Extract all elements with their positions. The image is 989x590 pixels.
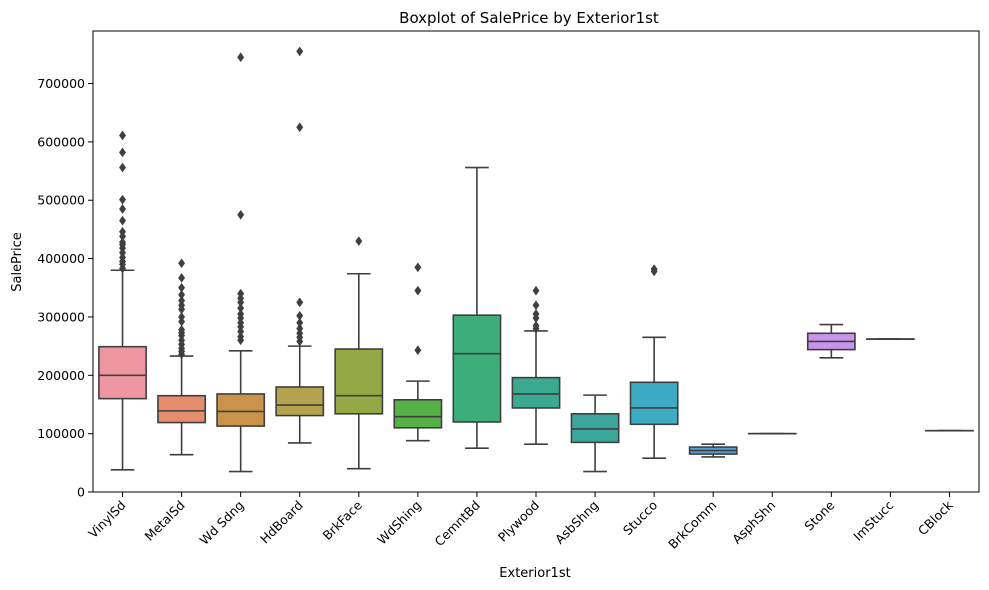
box-group-brkface — [334, 236, 384, 470]
outlier-point — [532, 285, 540, 296]
outlier-point — [532, 300, 540, 311]
y-tick-label: 100000 — [37, 426, 85, 441]
x-tick-label: Stone — [801, 497, 837, 533]
outlier-point — [178, 289, 186, 300]
x-tick-label: ImStucc — [850, 497, 896, 543]
y-tick-label: 500000 — [37, 193, 85, 208]
outlier-point — [532, 309, 540, 319]
outlier-point — [296, 46, 304, 57]
y-tick-label: 600000 — [37, 134, 85, 149]
box-group-wdshing — [393, 262, 443, 442]
outlier-point — [119, 194, 127, 205]
box-iqr — [570, 413, 620, 444]
outlier-point — [178, 258, 186, 269]
outlier-point — [119, 226, 127, 237]
x-tick-label: Plywood — [495, 498, 542, 545]
box-iqr — [629, 381, 679, 426]
outlier-point — [296, 122, 304, 133]
y-tick-label: 400000 — [37, 251, 85, 266]
outlier-point — [119, 204, 127, 214]
outlier-point — [532, 320, 540, 331]
outlier-point — [178, 282, 186, 293]
outlier-point — [237, 52, 245, 63]
x-tick-label: Stucco — [620, 498, 660, 538]
x-tick-label: AsbShng — [552, 498, 601, 547]
outlier-point — [414, 285, 422, 296]
outlier-point — [296, 317, 304, 328]
box-group-hdboard — [275, 46, 325, 444]
box-group-wd-sdng — [216, 52, 266, 473]
outlier-point — [119, 215, 127, 226]
outlier-point — [355, 236, 363, 247]
x-tick-label: WdShing — [374, 498, 424, 548]
x-tick-label: CBlock — [915, 497, 956, 538]
outlier-point — [650, 264, 658, 275]
box-iqr — [511, 376, 561, 409]
outlier-point — [119, 130, 127, 141]
outlier-point — [296, 297, 304, 308]
x-axis-label: Exterior1st — [499, 566, 570, 581]
outlier-point — [119, 237, 127, 248]
box-iqr — [98, 345, 147, 400]
outlier-point — [237, 303, 245, 314]
y-axis-label: SalePrice — [10, 232, 25, 292]
box-iqr — [334, 348, 384, 415]
box-group-cemntbd — [452, 166, 502, 450]
box-group-stucco — [629, 264, 679, 459]
box-iqr — [275, 386, 325, 417]
outlier-point — [119, 162, 127, 173]
outlier-point — [296, 310, 304, 321]
outlier-point — [296, 323, 304, 334]
x-tick-label: VinylSd — [85, 498, 128, 541]
x-tick-label: BrkFace — [320, 497, 366, 543]
outlier-point — [414, 262, 422, 273]
x-tick-label: MetalSd — [141, 498, 187, 544]
x-tick-label: HdBoard — [257, 498, 306, 547]
box-group-plywood — [511, 285, 561, 445]
box-iqr — [216, 393, 266, 427]
outlier-point — [119, 147, 127, 158]
outlier-point — [237, 309, 245, 319]
outlier-point — [237, 209, 245, 220]
outlier-point — [178, 312, 186, 322]
box-iqr — [157, 394, 207, 424]
chart-title: Boxplot of SalePrice by Exterior1st — [399, 9, 659, 27]
outlier-point — [178, 295, 186, 306]
y-tick-label: 200000 — [37, 368, 85, 383]
box-iqr — [393, 398, 443, 429]
box-iqr — [452, 314, 502, 423]
outlier-point — [237, 331, 245, 342]
y-tick-label: 300000 — [37, 309, 85, 324]
box-group-brkcomm — [688, 443, 738, 458]
y-tick-label: 0 — [77, 485, 85, 500]
outlier-point — [414, 345, 422, 356]
outlier-point — [178, 324, 186, 335]
outlier-point — [237, 288, 245, 299]
x-tick-label: CemntBd — [431, 498, 483, 550]
y-tick-label: 700000 — [37, 76, 85, 91]
box-group-vinylsd — [98, 130, 147, 471]
box-group-asbshng — [570, 394, 620, 473]
box-group-metalsd — [157, 258, 207, 456]
x-axis: VinylSd MetalSd Wd Sdng HdBoard BrkFace WdShi… — [85, 492, 956, 552]
y-axis: 0 100000 200000 300000 400000 500000 600000 700… — [37, 76, 93, 500]
x-tick-label: AsphShn — [729, 498, 778, 547]
plot-area — [92, 30, 980, 493]
box-group-stone — [806, 323, 856, 359]
x-tick-label: BrkComm — [665, 498, 719, 552]
x-tick-label: Wd Sdng — [197, 498, 247, 548]
outlier-point — [178, 272, 186, 283]
